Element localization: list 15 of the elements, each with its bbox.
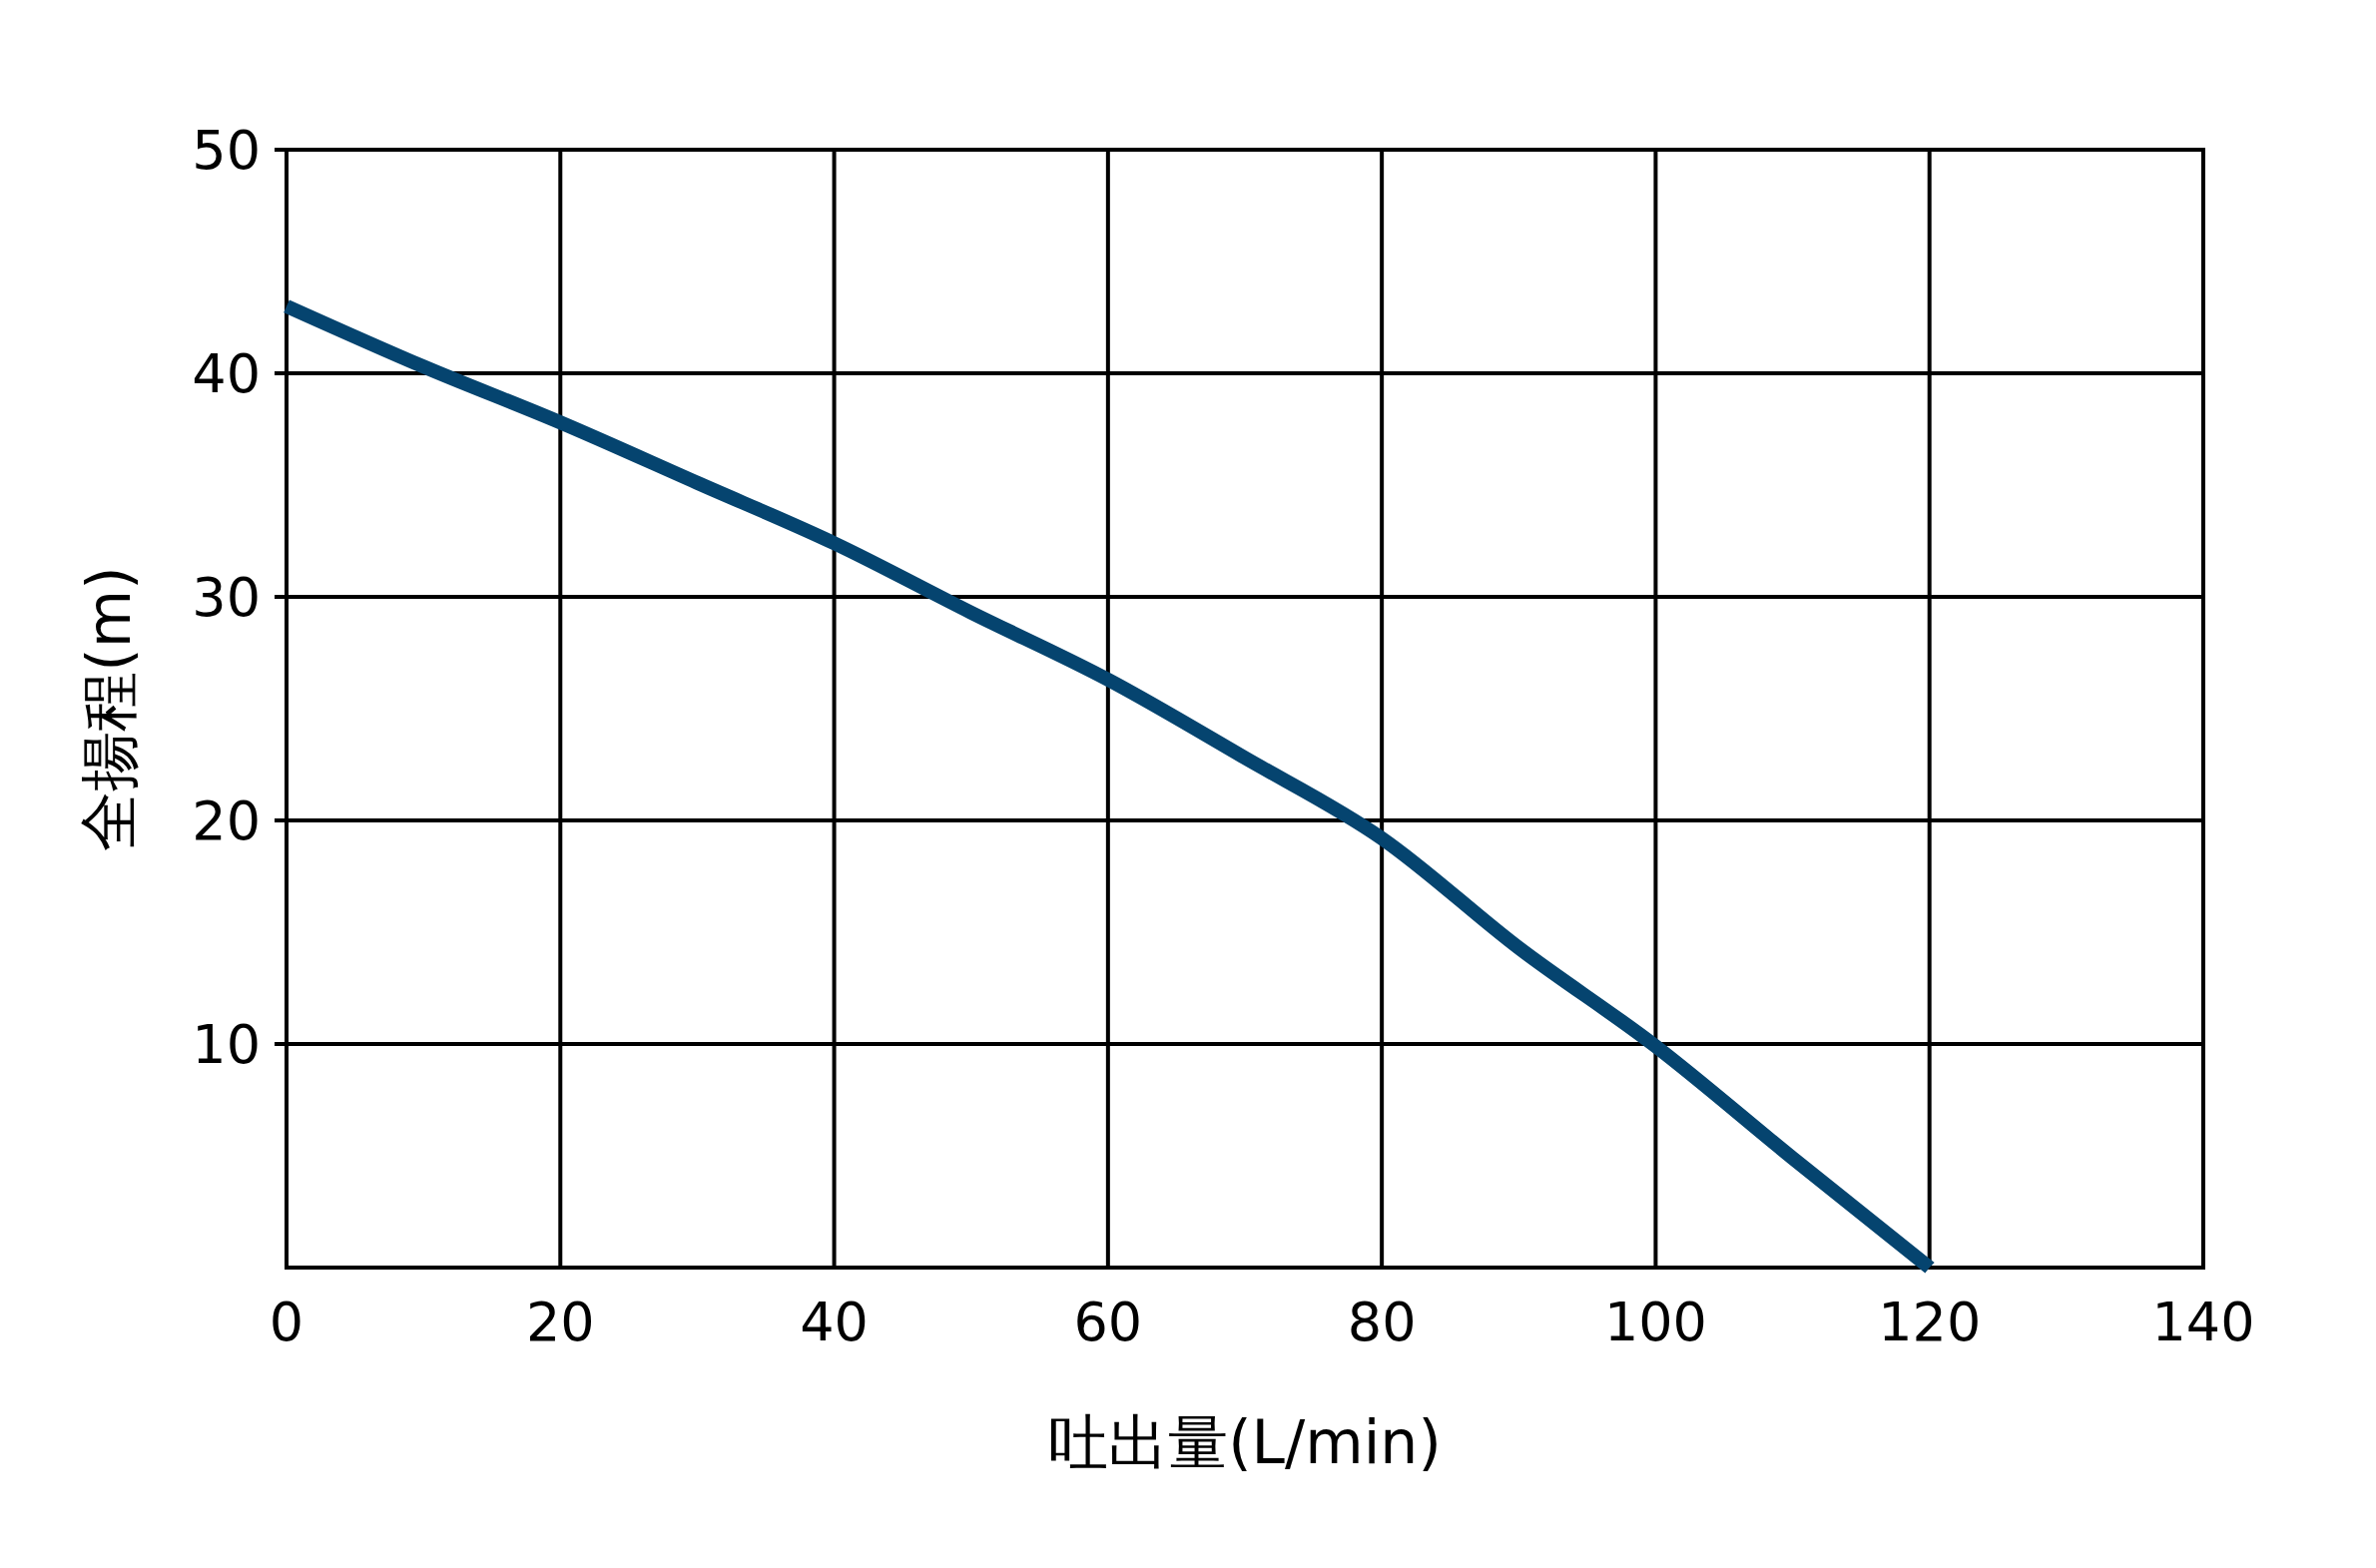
x-tick-label: 140: [2151, 1290, 2255, 1353]
x-tick-label: 20: [525, 1290, 595, 1353]
x-tick-label: 40: [800, 1290, 869, 1353]
y-tick-label: 20: [192, 788, 261, 852]
y-tick-label: 40: [192, 341, 261, 405]
x-axis-title: 吐出量(L/min): [1048, 1407, 1442, 1477]
x-tick-label: 80: [1347, 1290, 1417, 1353]
y-tick-label: 50: [192, 118, 261, 182]
x-tick-label: 120: [1878, 1290, 1982, 1353]
x-tick-label: 60: [1073, 1290, 1143, 1353]
y-tick-label: 30: [192, 565, 261, 629]
y-axis-title: 全揚程(m): [74, 566, 144, 851]
y-tick-label: 10: [192, 1012, 261, 1076]
x-tick-label: 100: [1603, 1290, 1707, 1353]
x-tick-label: 0: [269, 1290, 304, 1353]
